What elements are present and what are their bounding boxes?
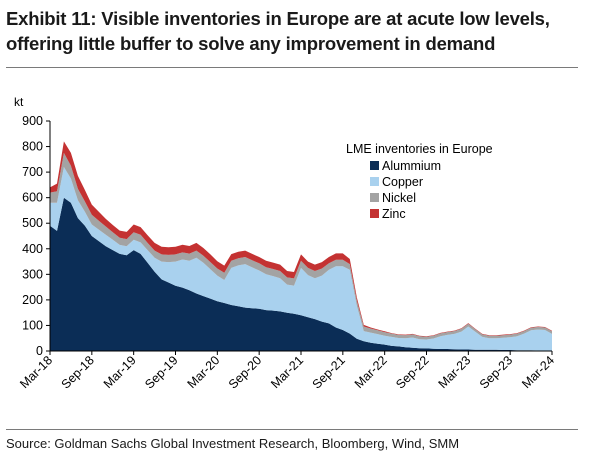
footer-divider bbox=[6, 429, 578, 430]
x-tick-label: Mar-19 bbox=[101, 353, 139, 391]
y-tick-label: 800 bbox=[22, 140, 43, 154]
y-axis-unit-label: kt bbox=[14, 95, 24, 109]
x-tick-label: Mar-24 bbox=[519, 353, 557, 391]
x-tick-label: Sep-18 bbox=[59, 353, 97, 391]
area-zinc bbox=[50, 141, 552, 337]
x-tick-label: Sep-19 bbox=[142, 353, 180, 391]
y-tick-label: 700 bbox=[22, 165, 43, 179]
legend-label-nickel: Nickel bbox=[382, 191, 416, 205]
y-tick-label: 400 bbox=[22, 242, 43, 256]
legend-label-alummium: Alummium bbox=[382, 159, 441, 173]
chart-title-line-1: Exhibit 11: Visible inventories in Europ… bbox=[6, 8, 550, 29]
stacked-area-chart: 0 100 200 300 400 500 600 700 800 900 Mar-18 Sep-18… bbox=[14, 95, 557, 392]
x-tick-label: Mar-22 bbox=[352, 353, 390, 391]
area-nickel bbox=[50, 152, 552, 340]
x-tick-label: Mar-20 bbox=[185, 353, 223, 391]
x-tick-label: Mar-18 bbox=[17, 353, 55, 391]
legend-swatch-nickel bbox=[370, 193, 379, 202]
y-tick-label: 200 bbox=[22, 293, 43, 307]
x-tick-label: Mar-23 bbox=[436, 353, 474, 391]
source-note: Source: Goldman Sachs Global Investment … bbox=[6, 436, 460, 451]
legend-label-copper: Copper bbox=[382, 175, 423, 189]
y-tick-label: 300 bbox=[22, 267, 43, 281]
x-tick-label: Sep-21 bbox=[310, 353, 348, 391]
legend-swatch-alummium bbox=[370, 161, 379, 170]
area-layers bbox=[50, 141, 552, 351]
legend-title: LME inventories in Europe bbox=[346, 142, 493, 156]
y-tick-label: 0 bbox=[36, 344, 43, 358]
legend: LME inventories in Europe Alummium Copper… bbox=[346, 142, 493, 221]
x-tick-label: Sep-23 bbox=[477, 353, 515, 391]
area-alummium bbox=[50, 197, 552, 351]
y-tick-label: 100 bbox=[22, 318, 43, 332]
legend-label-zinc: Zinc bbox=[382, 207, 406, 221]
x-tick-label: Sep-20 bbox=[226, 353, 264, 391]
legend-swatch-copper bbox=[370, 177, 379, 186]
area-copper bbox=[50, 167, 552, 351]
title-divider bbox=[6, 67, 578, 68]
y-tick-label: 600 bbox=[22, 191, 43, 205]
legend-swatch-zinc bbox=[370, 209, 379, 218]
y-tick-label: 900 bbox=[22, 114, 43, 128]
x-tick-label: Mar-21 bbox=[268, 353, 306, 391]
x-tick-label: Sep-22 bbox=[393, 353, 431, 391]
chart-title-line-2: offering little buffer to solve any impr… bbox=[6, 33, 496, 54]
y-tick-label: 500 bbox=[22, 216, 43, 230]
